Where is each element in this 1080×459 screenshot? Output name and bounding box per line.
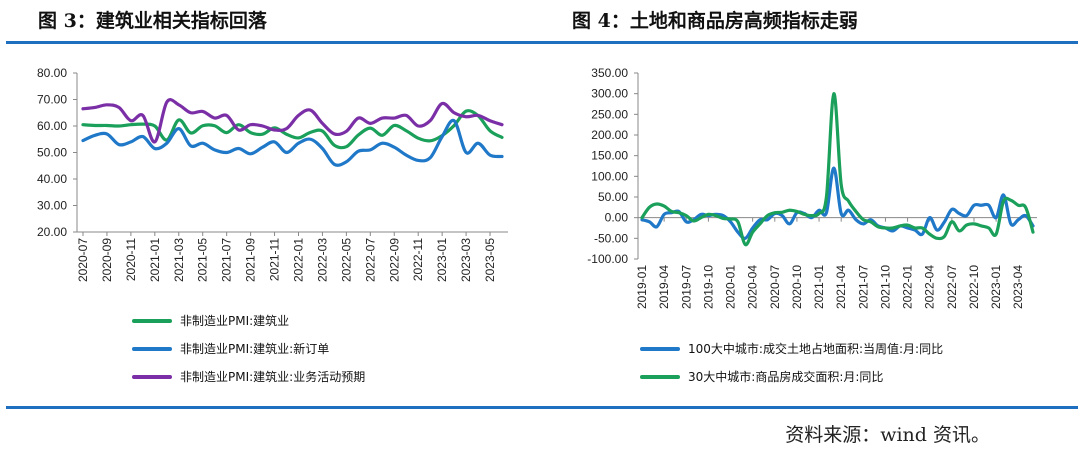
x-tick-label: 2021-11 (268, 238, 282, 281)
x-tick-label: 2021-07 (856, 265, 870, 309)
y-tick-label: 70.00 (37, 93, 67, 107)
x-tick-label: 2019-04 (657, 265, 671, 309)
legend-item-housing: 30大中城市:商品房成交面积:月:同比 (640, 368, 883, 385)
x-tick-label: 2022-01 (901, 265, 915, 309)
x-tick-label: 2023-01 (435, 238, 449, 282)
y-tick-label: 20.00 (37, 225, 67, 239)
legend-swatch (640, 346, 680, 351)
x-tick-label: 2021-04 (834, 265, 848, 309)
x-tick-label: 2021-07 (220, 238, 234, 282)
legend-item-new-orders: 非制造业PMI:建筑业:新订单 (132, 340, 329, 357)
y-tick-label: 0.00 (605, 211, 629, 225)
y-tick-label: 350.00 (591, 66, 628, 80)
y-tick-label: 30.00 (37, 199, 67, 213)
x-tick-label: 2022-07 (363, 238, 377, 282)
x-tick-label: 2021-01 (148, 238, 162, 282)
y-tick-label: 50.00 (37, 146, 67, 160)
x-tick-label: 2022-05 (339, 238, 353, 282)
y-tick-label: -50.00 (594, 231, 628, 245)
top-rule (6, 41, 1078, 44)
legend-item-land: 100大中城市:成交土地占地面积:当周值:月:同比 (640, 340, 943, 357)
y-tick-label: 80.00 (37, 66, 67, 80)
x-tick-label: 2022-03 (315, 238, 329, 282)
x-tick-label: 2020-01 (724, 265, 738, 309)
bottom-rule (6, 406, 1078, 409)
x-tick-label: 2020-04 (746, 265, 760, 309)
y-tick-label: 150.00 (591, 149, 628, 163)
series-line-1-0 (640, 166, 1035, 240)
y-tick-label: 40.00 (37, 172, 67, 186)
x-tick-label: 2023-03 (459, 238, 473, 282)
legend-swatch (132, 346, 172, 351)
legend-label: 30大中城市:商品房成交面积:月:同比 (688, 370, 884, 384)
x-tick-label: 2022-07 (945, 265, 959, 309)
y-tick-label: 50.00 (598, 190, 628, 204)
y-tick-label: 300.00 (591, 87, 628, 101)
fig3-title: 图 3：建筑业相关指标回落 (38, 10, 267, 32)
legend-label: 非制造业PMI:建筑业 (180, 314, 290, 328)
series-line-0-0 (81, 109, 504, 150)
x-tick-label: 2022-01 (291, 238, 305, 282)
x-tick-label: 2021-01 (812, 265, 826, 309)
x-tick-label: 2022-09 (387, 238, 401, 282)
series-line-0-2 (81, 98, 504, 144)
x-tick-label: 2022-10 (967, 265, 981, 309)
fig4-title: 图 4：土地和商品房高频指标走弱 (572, 10, 858, 32)
legend-swatch (132, 374, 172, 379)
y-tick-label: 60.00 (37, 119, 67, 133)
source-note: 资料来源：wind 资讯。 (785, 424, 990, 446)
legend-item-construction: 非制造业PMI:建筑业 (132, 312, 289, 329)
x-tick-label: 2019-01 (635, 265, 649, 309)
series-line-0-1 (81, 118, 504, 167)
x-tick-label: 2022-04 (923, 265, 937, 309)
y-tick-label: 200.00 (591, 128, 628, 142)
legend-swatch (132, 318, 172, 323)
x-tick-label: 2023-01 (989, 265, 1003, 309)
x-tick-label: 2021-09 (244, 238, 258, 282)
x-tick-label: 2023-04 (1011, 265, 1025, 309)
legend-swatch (640, 374, 680, 379)
x-tick-label: 2020-07 (76, 238, 90, 282)
y-tick-label: 100.00 (591, 169, 628, 183)
x-tick-label: 2020-11 (124, 238, 138, 281)
legend-label: 非制造业PMI:建筑业:业务活动预期 (180, 370, 366, 384)
x-tick-label: 2021-03 (172, 238, 186, 282)
legend-label: 100大中城市:成交土地占地面积:当周值:月:同比 (688, 342, 944, 356)
x-tick-label: 2021-05 (196, 238, 210, 282)
x-tick-label: 2020-09 (100, 238, 114, 282)
legend-label: 非制造业PMI:建筑业:新订单 (180, 342, 330, 356)
series-line-1-1 (640, 92, 1035, 247)
y-tick-label: -100.00 (587, 252, 628, 266)
y-tick-label: 250.00 (591, 107, 628, 121)
legend-item-expectations: 非制造业PMI:建筑业:业务活动预期 (132, 368, 365, 385)
x-tick-label: 2021-10 (878, 265, 892, 309)
x-tick-label: 2019-10 (701, 265, 715, 309)
x-tick-label: 2022-11 (411, 238, 425, 281)
x-tick-label: 2023-05 (483, 238, 497, 282)
x-tick-label: 2020-07 (768, 265, 782, 309)
x-tick-label: 2019-07 (679, 265, 693, 309)
x-tick-label: 2020-10 (790, 265, 804, 309)
